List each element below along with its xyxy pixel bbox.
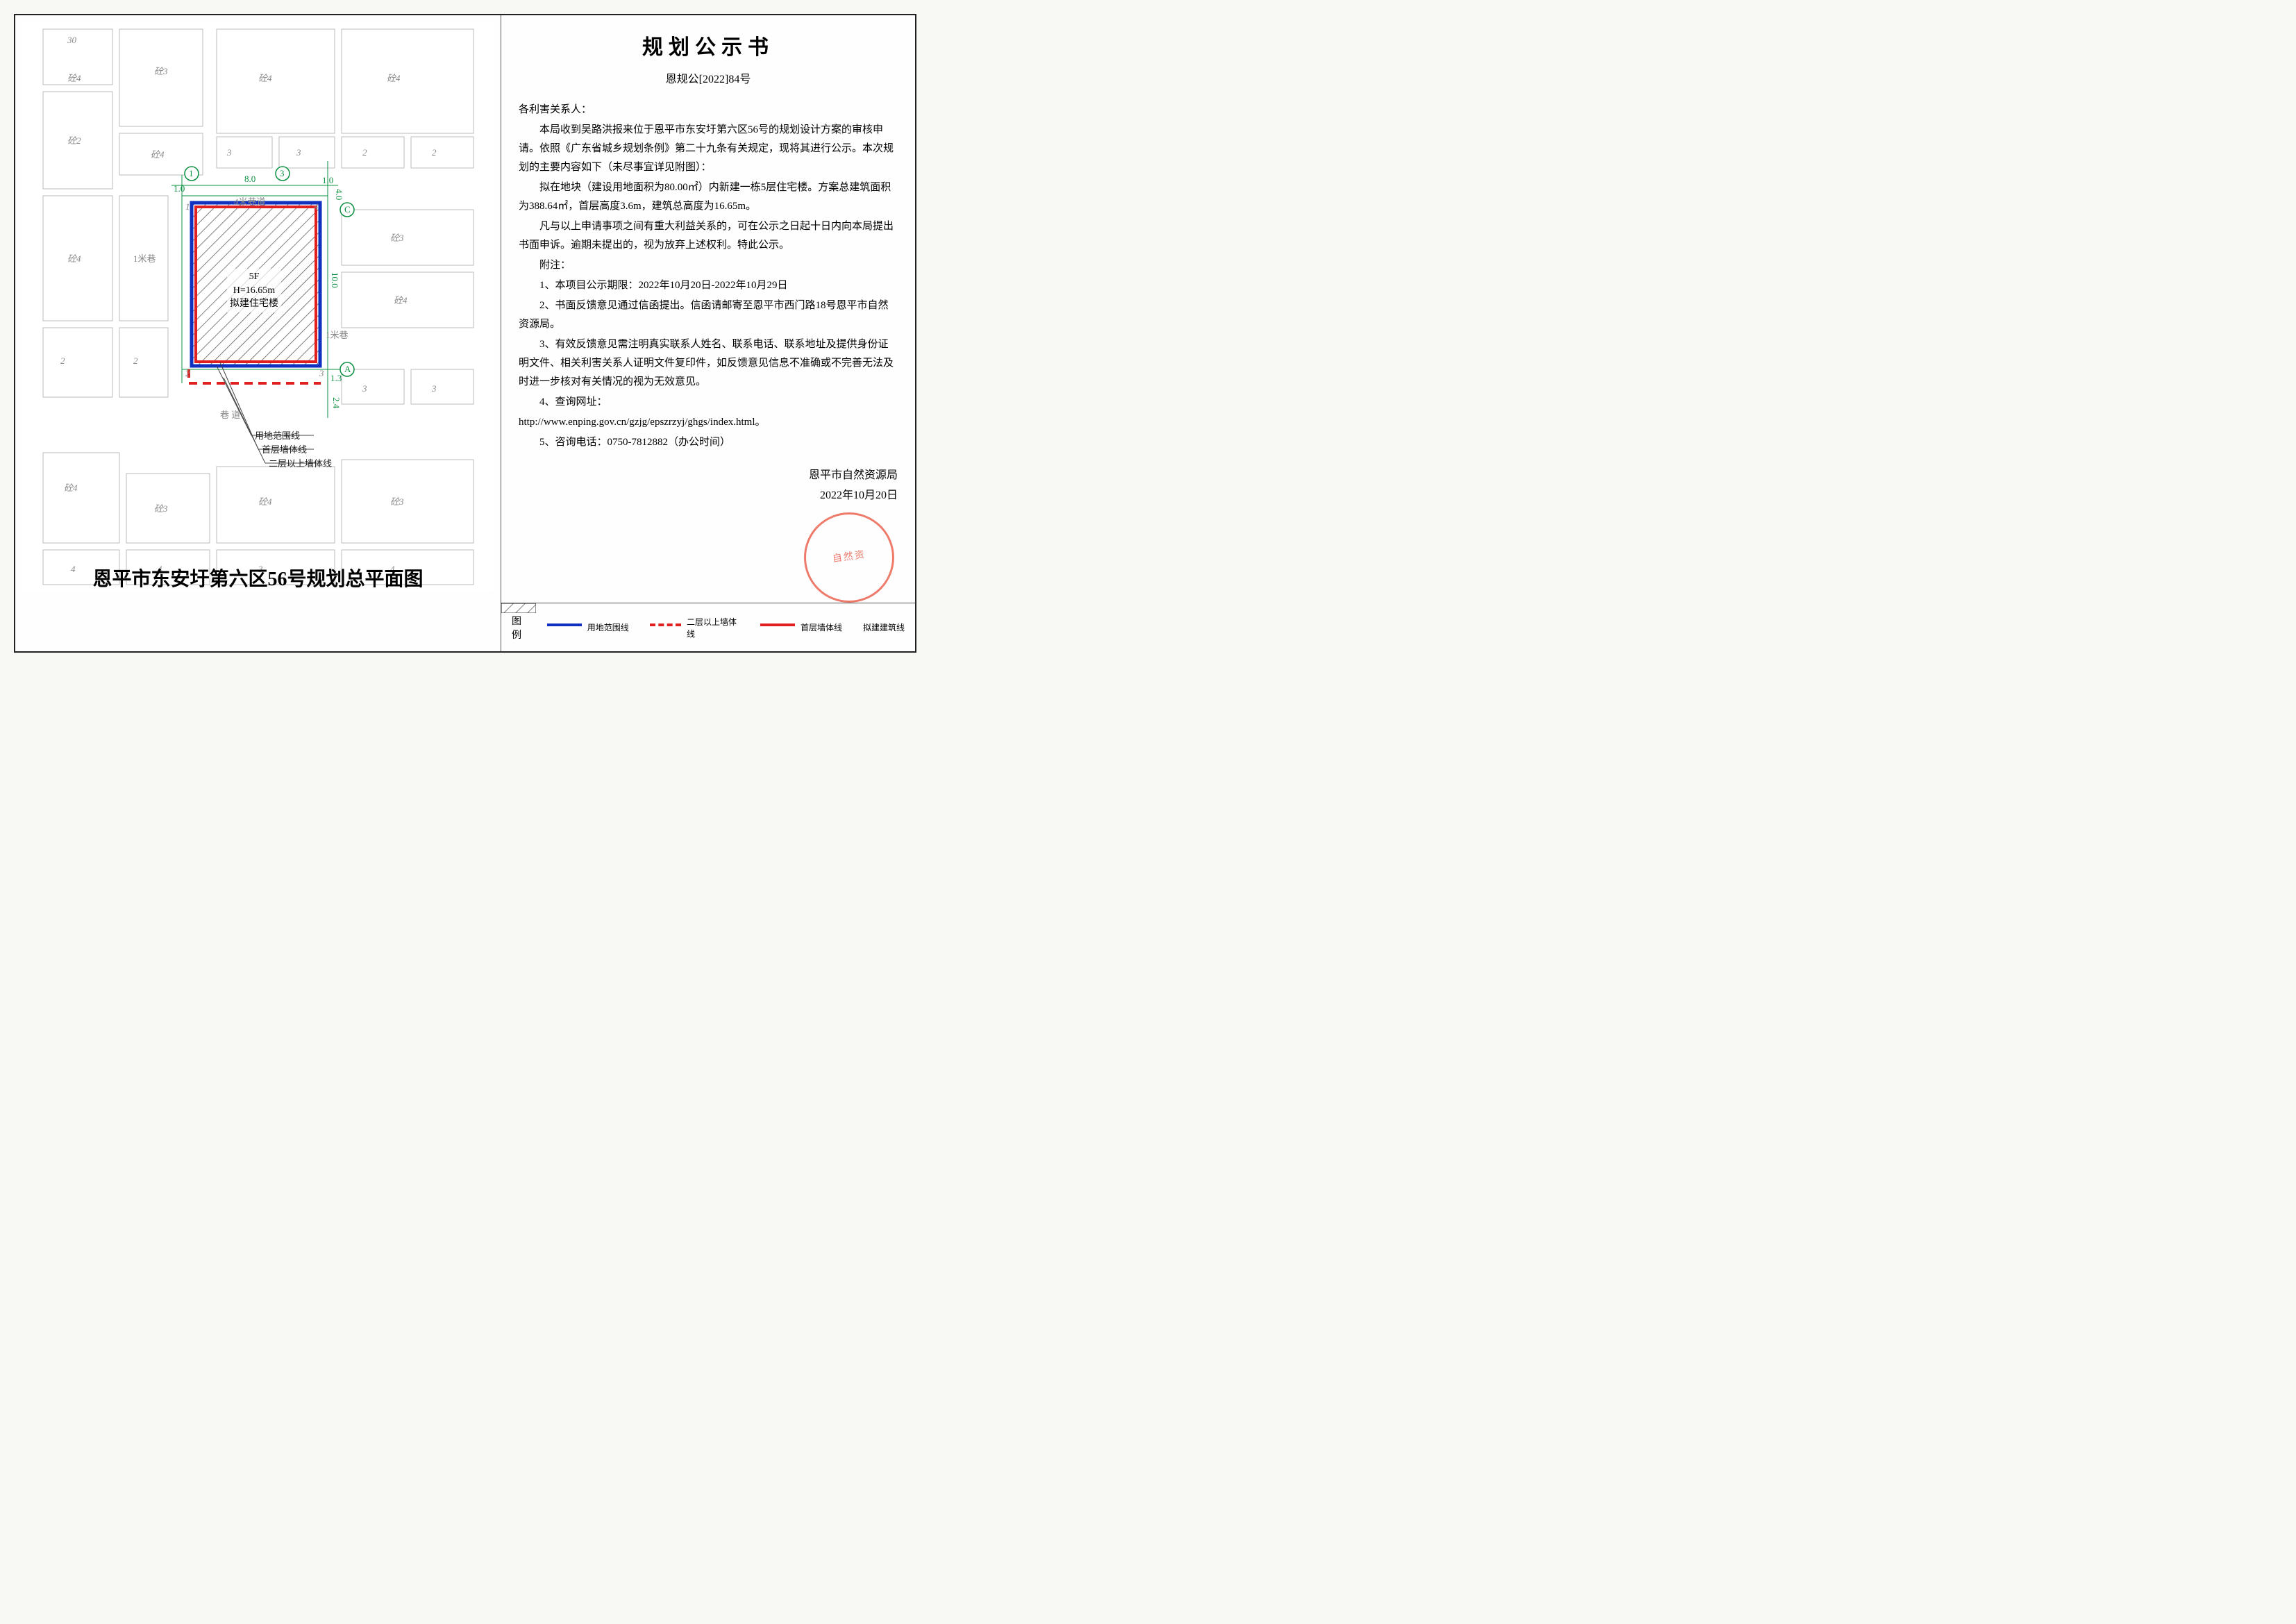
ctx-num: 2 [432,147,437,158]
ctx-label: 砼4 [67,251,81,265]
swatch-boundary [547,623,582,632]
ctx-label: 砼4 [394,293,408,306]
marker-A: A [344,364,351,375]
ctx-label: 砼4 [258,494,272,508]
stamp-text: 自然资 [831,546,866,569]
road-top: 4米巷道 [234,194,266,208]
ctx-num: 3 [432,383,437,394]
bld-floor: 5F [230,270,278,284]
callout-3: 二层以上墙体线 [269,456,332,469]
para1: 本局收到吴路洪报来位于恩平市东安圩第六区56号的规划设计方案的审核申请。依照《广… [519,121,898,177]
marker-3: 3 [280,168,285,179]
legend-item-4: 拟建建筑线 [863,621,905,633]
notice-subtitle: 恩规公[2022]84号 [519,70,898,90]
building-label: 5F H=16.65m 拟建住宅楼 [227,269,281,312]
legend-label: 图 例 [512,614,533,642]
bld-height: H=16.65m [230,284,278,298]
dim-1b: 1.0 [322,175,333,186]
notice-body: 各利害关系人： 本局收到吴路洪报来位于恩平市东安圩第六区56号的规划设计方案的审… [519,101,898,452]
road-bottom: 巷 道 [220,408,240,421]
callout-1: 用地范围线 [255,428,300,442]
callout-2: 首层墙体线 [262,442,307,455]
corner-4: 4 [314,201,319,212]
addressee: 各利害关系人： [519,101,898,119]
ctx-label: 砼4 [67,71,81,84]
ctx-label: 砼4 [387,71,401,84]
plan-area: 30 砼3 砼4 砼4 砼4 砼2 砼4 3 3 2 2 砼4 砼3 砼4 2 … [22,22,494,592]
corner-1: 1 [185,201,190,212]
dim-13: 1.3 [330,373,342,384]
ctx-num: 3 [227,147,232,158]
signature-org: 恩平市自然资源局 [519,466,898,486]
ctx-label: 砼4 [64,480,78,494]
note4: 4、查询网址： [519,393,898,412]
legend-text-4: 拟建建筑线 [863,621,905,633]
notice-title: 规划公示书 [519,29,898,67]
note2: 2、书面反馈意见通过信函提出。信函请邮寄至恩平市西门路18号恩平市自然资源局。 [519,296,898,334]
dim-8: 8.0 [244,174,255,185]
ctx-num: 4 [71,564,76,575]
ctx-label: 砼4 [151,147,165,160]
ctx-label: 砼3 [154,501,168,514]
legend-text-2: 首层墙体线 [801,621,842,633]
signature-date: 2022年10月20日 [519,486,898,506]
legend-box: 图 例 用地范围线 二层以上墙体线 首层墙体线 拟建建筑线 [501,603,915,651]
official-stamp-icon: 自然资 [804,512,894,603]
ctx-num: 2 [362,147,367,158]
ctx-num: 2 [133,355,138,367]
notes-label: 附注： [519,256,898,275]
note1: 1、本项目公示期限：2022年10月20日-2022年10月29日 [519,276,898,295]
corner-2: 2 [185,368,190,379]
legend-item-2: 首层墙体线 [760,621,842,633]
ctx-label: 砼4 [258,71,272,84]
corner-3: 3 [319,368,324,379]
ctx-num: 2 [60,355,65,367]
ctx-label: 砼3 [390,494,404,508]
plan-panel: 30 砼3 砼4 砼4 砼4 砼2 砼4 3 3 2 2 砼4 砼3 砼4 2 … [15,15,501,651]
legend-grid: 用地范围线 二层以上墙体线 首层墙体线 拟建建筑线 [547,616,905,639]
dim-1a: 1.0 [174,183,185,194]
swatch-hatch [501,603,536,613]
marker-C: C [344,204,351,215]
dim-10: 10.0 [329,272,340,288]
note3: 3、有效反馈意见需注明真实联系人姓名、联系电话、联系地址及提供身份证明文件、相关… [519,335,898,392]
url: http://www.enping.gov.cn/gzjg/epszrzyj/g… [519,413,898,432]
signature: 恩平市自然资源局 2022年10月20日 [519,466,898,506]
ctx-label: 砼3 [390,231,404,244]
legend-text-3: 二层以上墙体线 [687,616,739,639]
ctx-num: 3 [296,147,301,158]
bld-name: 拟建住宅楼 [230,297,278,311]
swatch-first [760,623,795,632]
page-container: 30 砼3 砼4 砼4 砼4 砼2 砼4 3 3 2 2 砼4 砼3 砼4 2 … [14,14,916,653]
road-right: 1米巷 [326,328,349,341]
legend-item-1: 用地范围线 [547,621,629,633]
marker-1: 1 [189,168,194,179]
legend-text-1: 用地范围线 [587,621,629,633]
swatch-upper [650,623,681,632]
ctx-num: 3 [362,383,367,394]
plan-title: 恩平市东安圩第六区56号规划总平面图 [92,564,423,592]
dim-24: 2.4 [330,397,342,408]
dim-4: 4.0 [333,189,344,200]
notice-panel: 规划公示书 恩规公[2022]84号 各利害关系人： 本局收到吴路洪报来位于恩平… [501,15,915,651]
note5: 5、咨询电话：0750-7812882（办公时间） [519,433,898,452]
road-left: 1米巷 [133,251,156,265]
ctx-label: 砼3 [154,64,168,77]
ctx-label: 砼2 [67,133,81,147]
para2: 拟在地块（建设用地面积为80.00㎡）内新建一栋5层住宅楼。方案总建筑面积为38… [519,178,898,216]
ctx-label: 30 [67,35,76,46]
legend-item-3: 二层以上墙体线 [650,616,739,639]
para3: 凡与以上申请事项之间有重大利益关系的，可在公示之日起十日内向本局提出书面申诉。逾… [519,217,898,255]
